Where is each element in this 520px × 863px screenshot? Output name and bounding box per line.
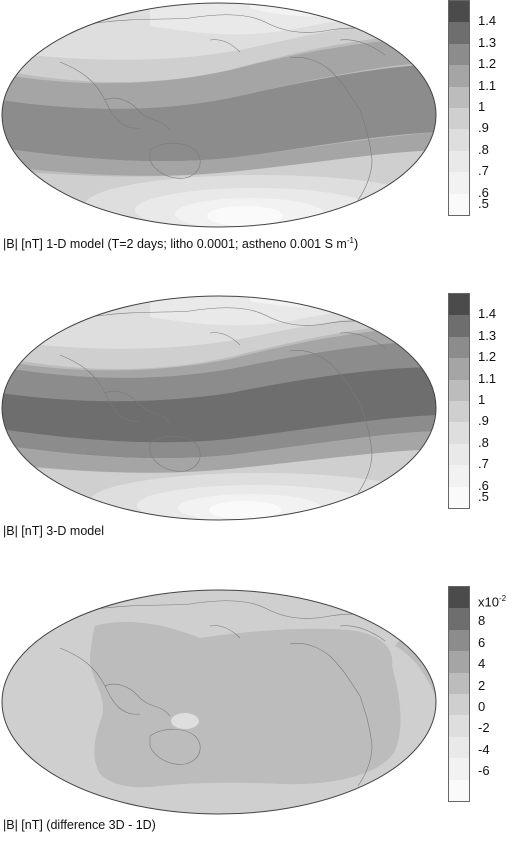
- swatch-3: [449, 65, 469, 87]
- band-1.1-north: [2, 38, 436, 109]
- colorbar-label: 1.3: [478, 35, 497, 50]
- colorbar-label: .5: [478, 489, 489, 504]
- swatch-6: [449, 422, 469, 444]
- exponent-power: -2: [498, 594, 507, 603]
- band-0.5-south: [209, 501, 281, 519]
- diff-positive-region: [89, 621, 401, 788]
- swatch-4: [449, 379, 469, 401]
- colorbar-label: 8: [478, 613, 486, 628]
- colorbar-label: 4: [478, 656, 486, 671]
- panel-1d-model: 1.4 1.3 1.2 1.1 1 .9 .8 .7 .6 .5 |B| [nT…: [0, 0, 520, 277]
- colorbar-label: .6: [478, 185, 489, 200]
- colorbar-label: -6: [478, 763, 490, 778]
- colorbar-label: 1.2: [478, 56, 497, 71]
- colorbar-label: 1.1: [478, 78, 497, 93]
- band-1.1-south: [2, 431, 436, 473]
- band-1.1-south: [2, 132, 436, 176]
- panel-3d-model: 1.4 1.3 1.2 1.1 1 .9 .8 .7 .6 .5 |B| [nT…: [0, 293, 520, 570]
- band-1.3: [2, 367, 436, 443]
- swatch-3: [449, 358, 469, 380]
- caption-text: |B| [nT] 1-D model (T=2 days; litho 0.00…: [3, 237, 347, 252]
- mollweide-map-difference: [1, 589, 437, 815]
- colorbar-label: .9: [478, 120, 489, 135]
- swatch-1: [449, 315, 469, 337]
- mollweide-map-3d: [1, 295, 437, 521]
- colorbar-label: .8: [478, 435, 489, 450]
- colorbar-label: .6: [478, 478, 489, 493]
- colorbar-label: 1.4: [478, 13, 497, 28]
- colorbar-exponent: x10-2: [478, 592, 506, 608]
- swatch-3: [449, 651, 469, 673]
- swatch-6: [449, 715, 469, 737]
- swatch-8: [449, 758, 469, 780]
- swatch-7: [449, 443, 469, 466]
- swatch-1: [449, 608, 469, 630]
- colorbar-label: 2: [478, 678, 486, 693]
- swatch-1: [449, 22, 469, 44]
- panel-difference: x10-2 8 6 4 2 0 -2 -4 -6 |B| [nT] (diffe…: [0, 586, 520, 863]
- swatch-2: [449, 629, 469, 652]
- caption-text: |B| [nT] 3-D model: [3, 524, 104, 538]
- caption-difference: |B| [nT] (difference 3D - 1D): [3, 818, 156, 832]
- swatch-7: [449, 736, 469, 759]
- band-1.2: [2, 64, 436, 162]
- map-outline: [1, 2, 437, 228]
- colorbar-label: 1.2: [478, 349, 497, 364]
- caption-3d: |B| [nT] 3-D model: [3, 524, 104, 538]
- band-0.5-south: [207, 206, 283, 226]
- mollweide-map-1d: [1, 2, 437, 228]
- diff-negative-patch: [171, 713, 199, 729]
- swatch-7: [449, 150, 469, 173]
- swatch-0: [449, 587, 469, 609]
- colorbar-label: 1.4: [478, 306, 497, 321]
- swatch-4: [449, 86, 469, 108]
- colorbar-label: .9: [478, 413, 489, 428]
- map-outline: [1, 295, 437, 521]
- swatch-5: [449, 107, 469, 130]
- swatch-5: [449, 693, 469, 716]
- swatch-8: [449, 465, 469, 487]
- colorbar-label: 1.1: [478, 371, 497, 386]
- colorbar-label: 0: [478, 699, 486, 714]
- swatch-0: [449, 294, 469, 316]
- caption-1d: |B| [nT] 1-D model (T=2 days; litho 0.00…: [3, 236, 358, 251]
- exponent-base: x10: [478, 594, 499, 610]
- colorbar-label: 1.3: [478, 328, 497, 343]
- colorbar-label: 1: [478, 392, 486, 407]
- colorbar-label: .5: [478, 196, 489, 211]
- colorbar-swatches: [448, 0, 470, 216]
- colorbar-label: -4: [478, 742, 490, 757]
- swatch-2: [449, 336, 469, 359]
- colorbar-label: 1: [478, 99, 486, 114]
- swatch-4: [449, 672, 469, 694]
- swatch-9: [449, 486, 469, 508]
- colorbar-label: -2: [478, 720, 490, 735]
- swatch-2: [449, 43, 469, 66]
- swatch-5: [449, 400, 469, 423]
- swatch-9: [449, 779, 469, 801]
- caption-text-end: ): [353, 237, 359, 252]
- swatch-0: [449, 1, 469, 23]
- colorbar-label: 6: [478, 635, 486, 650]
- colorbar-swatches: [448, 293, 470, 509]
- swatch-6: [449, 129, 469, 151]
- swatch-8: [449, 172, 469, 194]
- caption-text: |B| [nT] (difference 3D - 1D): [3, 818, 156, 832]
- caption-superscript: -1: [346, 236, 354, 245]
- colorbar-swatches: [448, 586, 470, 802]
- colorbar-label: .7: [478, 163, 489, 178]
- colorbar-label: .7: [478, 456, 489, 471]
- colorbar-label: .8: [478, 142, 489, 157]
- swatch-9: [449, 193, 469, 215]
- map-outline: [1, 589, 437, 815]
